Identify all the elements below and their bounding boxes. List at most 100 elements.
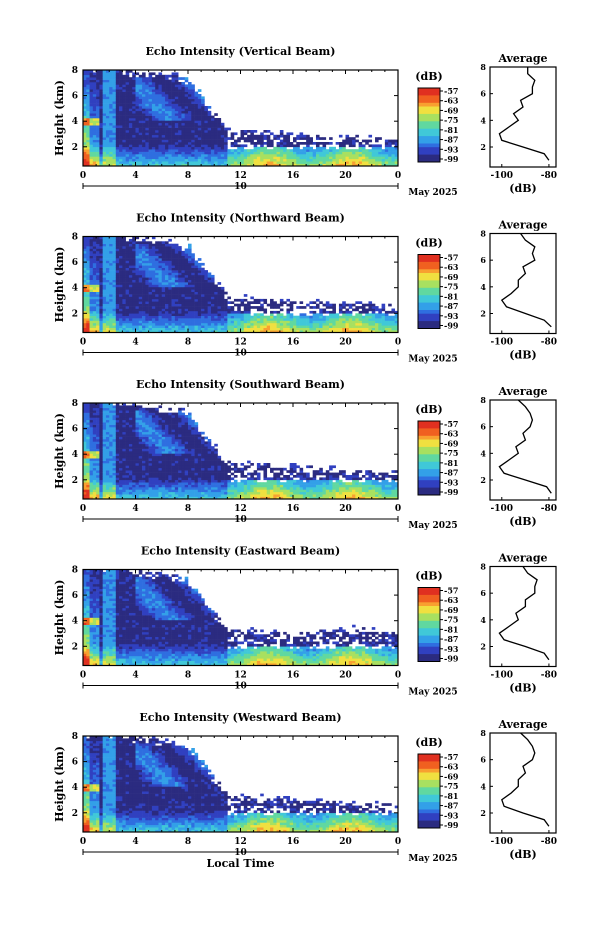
heatmap-cell xyxy=(99,272,103,276)
heatmap-cell xyxy=(161,258,166,261)
heatmap-cell xyxy=(391,318,396,321)
heatmap-cell xyxy=(148,243,153,247)
heatmap-cell xyxy=(135,103,140,107)
heatmap-cell xyxy=(355,325,359,328)
heatmap-cell xyxy=(99,82,103,85)
heatmap-cell xyxy=(332,154,336,157)
heatmap-cell xyxy=(276,322,281,326)
colorbar-segment xyxy=(418,113,440,118)
heatmap-cell xyxy=(86,455,90,459)
heatmap-cell xyxy=(86,325,90,328)
heatmap-cell xyxy=(178,91,182,95)
heatmap-cell xyxy=(352,139,356,143)
y-axis-label: Height (km) xyxy=(53,247,66,323)
heatmap-cell xyxy=(253,146,258,150)
heatmap-cell xyxy=(155,327,159,331)
heatmap-cell xyxy=(168,96,172,100)
heatmap-cell xyxy=(270,298,274,302)
heatmap-cell xyxy=(174,243,179,247)
heatmap-cell xyxy=(96,460,100,464)
heatmap-cell xyxy=(112,484,117,488)
heatmap-cell xyxy=(197,115,202,119)
heatmap-cell xyxy=(135,315,140,319)
heatmap-cell xyxy=(83,436,87,440)
heatmap-cell xyxy=(96,415,100,418)
heatmap-cell xyxy=(207,327,212,331)
heatmap-cell xyxy=(119,434,123,437)
heatmap-cell xyxy=(322,320,327,324)
heatmap-cell xyxy=(194,103,199,107)
heatmap-cell xyxy=(96,115,100,119)
heatmap-cell xyxy=(378,320,382,324)
heatmap-cell xyxy=(165,246,169,249)
heatmap-cell xyxy=(201,284,205,288)
heatmap-cell xyxy=(214,120,218,124)
heatmap-cell xyxy=(388,151,392,155)
heatmap-cell xyxy=(86,451,90,454)
heatmap-cell xyxy=(145,265,149,268)
heatmap-cell xyxy=(125,248,130,252)
heatmap-cell xyxy=(122,477,126,481)
heatmap-cell xyxy=(256,298,261,302)
heatmap-cell xyxy=(83,270,87,273)
heatmap-cell xyxy=(299,132,304,136)
heatmap-cell xyxy=(151,79,156,83)
heatmap-cell xyxy=(96,453,100,457)
colorbar-frame xyxy=(417,87,441,163)
heatmap-cell xyxy=(312,313,317,316)
heatmap-cell xyxy=(161,325,166,328)
heatmap-cell xyxy=(109,410,113,413)
heatmap-cell xyxy=(207,118,212,121)
heatmap-cell xyxy=(135,98,140,102)
heatmap-cell xyxy=(371,154,376,157)
heatmap-cell xyxy=(220,308,225,312)
heatmap-cell xyxy=(89,120,94,124)
heatmap-cell xyxy=(165,248,169,252)
heatmap-cell xyxy=(342,313,346,316)
profile-line xyxy=(500,233,552,328)
heatmap-cell xyxy=(368,315,373,319)
heatmap-cell xyxy=(125,279,130,283)
heatmap-cell xyxy=(315,303,320,307)
heatmap-cell xyxy=(128,246,133,249)
heatmap-cell xyxy=(92,301,97,304)
heatmap-cell xyxy=(204,320,208,324)
heatmap-cell xyxy=(178,137,182,140)
heatmap-cell xyxy=(92,163,97,166)
heatmap-cell xyxy=(391,325,396,328)
heatmap-cell xyxy=(197,298,202,302)
heatmap-cell xyxy=(227,322,231,326)
heatmap-cell xyxy=(92,248,97,252)
heatmap-cell xyxy=(174,258,179,261)
heatmap-cell xyxy=(335,325,340,328)
heatmap-cell xyxy=(220,132,225,136)
heatmap-cell xyxy=(293,137,297,140)
heatmap-cell xyxy=(138,156,143,160)
heatmap-cell xyxy=(89,330,94,333)
heatmap-cell xyxy=(302,163,307,166)
heatmap-cell xyxy=(191,282,195,285)
heatmap-cell xyxy=(109,89,113,92)
heatmap-cell xyxy=(155,77,159,80)
heatmap-cell xyxy=(174,84,179,88)
heatmap-cell xyxy=(151,163,156,166)
heatmap-cell xyxy=(89,487,94,490)
heatmap-cell xyxy=(109,443,113,447)
heatmap-cell xyxy=(315,142,320,145)
heatmap-cell xyxy=(138,241,143,244)
heatmap-cell xyxy=(92,86,97,90)
heatmap-cell xyxy=(260,144,264,148)
heatmap-cell xyxy=(168,151,172,155)
heatmap-cell xyxy=(165,149,169,152)
heatmap-cell xyxy=(96,96,100,100)
heatmap-cell xyxy=(99,286,103,290)
heatmap-cell xyxy=(105,134,110,138)
heatmap-cell xyxy=(178,286,182,290)
heatmap-cell xyxy=(181,284,186,288)
heatmap-cell xyxy=(227,158,231,162)
heatmap-cell xyxy=(296,149,300,152)
heatmap-cell xyxy=(368,149,373,152)
heatmap-cell xyxy=(115,139,120,143)
heatmap-cell xyxy=(148,296,153,300)
heatmap-cell xyxy=(279,139,284,143)
